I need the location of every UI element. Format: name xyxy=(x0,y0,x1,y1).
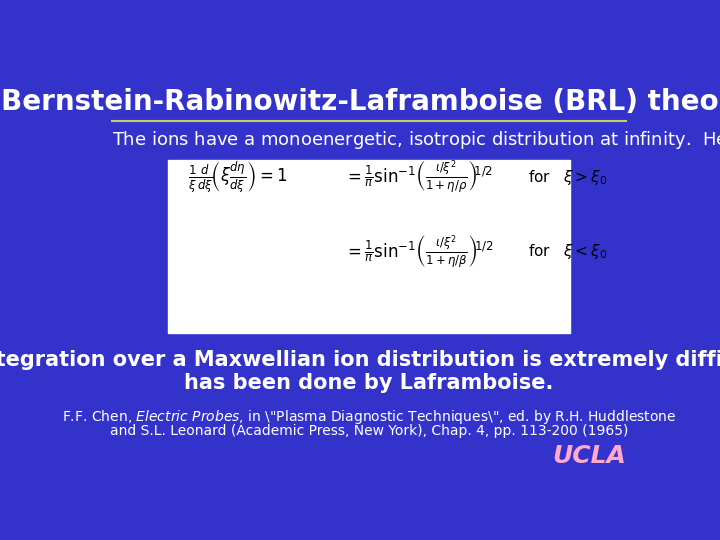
Text: The ions have a monoenergetic, isotropic distribution at infinity.  Here $\beta$: The ions have a monoenergetic, isotropic… xyxy=(112,129,720,151)
Text: The integration over a Maxwellian ion distribution is extremely difficult but
ha: The integration over a Maxwellian ion di… xyxy=(0,349,720,393)
Text: $= \frac{1}{\pi}\sin^{-1}\!\left(\frac{\iota/\xi^2}{1+\eta/\beta}\right)^{\!\!1/: $= \frac{1}{\pi}\sin^{-1}\!\left(\frac{\… xyxy=(344,233,493,271)
FancyBboxPatch shape xyxy=(168,160,570,333)
Text: and S.L. Leonard (Academic Press, New York), Chap. 4, pp. 113-200 (1965): and S.L. Leonard (Academic Press, New Yo… xyxy=(110,424,628,438)
Text: $\frac{1}{\xi}\frac{d}{d\xi}\!\left(\xi\frac{d\eta}{d\xi}\right) = 1$: $\frac{1}{\xi}\frac{d}{d\xi}\!\left(\xi\… xyxy=(188,159,287,195)
Text: for   $\xi < \xi_0$: for $\xi < \xi_0$ xyxy=(528,242,608,261)
Text: for   $\xi>\xi_0$: for $\xi>\xi_0$ xyxy=(528,167,608,186)
Text: The Bernstein-Rabinowitz-Laframboise (BRL) theory (2): The Bernstein-Rabinowitz-Laframboise (BR… xyxy=(0,87,720,116)
Text: UCLA: UCLA xyxy=(552,444,626,468)
Text: F.F. Chen, $\mathit{Electric\ Probes}$, in \"Plasma Diagnostic Techniques\", ed.: F.F. Chen, $\mathit{Electric\ Probes}$, … xyxy=(62,408,676,426)
Text: $= \frac{1}{\pi}\sin^{-1}\!\left(\frac{\iota/\xi^2}{1+\eta/\rho}\right)^{\!\!1/2: $= \frac{1}{\pi}\sin^{-1}\!\left(\frac{\… xyxy=(344,159,493,195)
